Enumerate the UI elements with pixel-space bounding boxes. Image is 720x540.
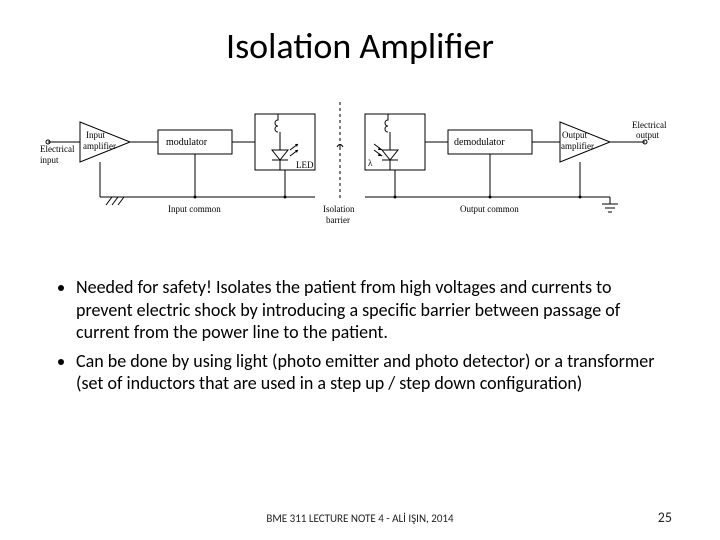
svg-text:λ: λ <box>368 158 373 168</box>
label-modulator: modulator <box>166 137 208 148</box>
label-output-amp-2: amplifier <box>561 141 594 151</box>
label-electrical-input-1: Electrical <box>40 144 75 154</box>
label-led: LED <box>296 160 314 170</box>
label-output-common: Output common <box>460 204 519 214</box>
page-number: 25 <box>632 509 672 526</box>
label-output-amp-1: Output <box>562 130 588 140</box>
bullet-item: Can be done by using light (photo emitte… <box>76 350 670 395</box>
label-demodulator: demodulator <box>454 137 505 148</box>
slide-title: Isolation Amplifier <box>40 24 680 68</box>
bullet-item: Needed for safety! Isolates the patient … <box>76 276 670 344</box>
label-input-common: Input common <box>168 204 221 214</box>
label-electrical-input-2: input <box>40 155 59 165</box>
label-input-amp-1: Input <box>86 130 105 140</box>
label-input-amp-2: amplifier <box>83 141 116 151</box>
isolation-amplifier-diagram: Electrical input Input amplifier modulat… <box>40 92 680 252</box>
photodetector <box>365 114 425 170</box>
label-isolation-2: barrier <box>326 215 350 225</box>
footer-note: BME 311 LECTURE NOTE 4 - ALİ IŞIN, 2014 <box>88 512 632 525</box>
label-isolation-1: Isolation <box>323 204 355 214</box>
label-electrical-output-1: Electrical <box>632 120 667 130</box>
label-electrical-output-2: output <box>636 130 660 140</box>
bullet-list: Needed for safety! Isolates the patient … <box>40 276 680 395</box>
